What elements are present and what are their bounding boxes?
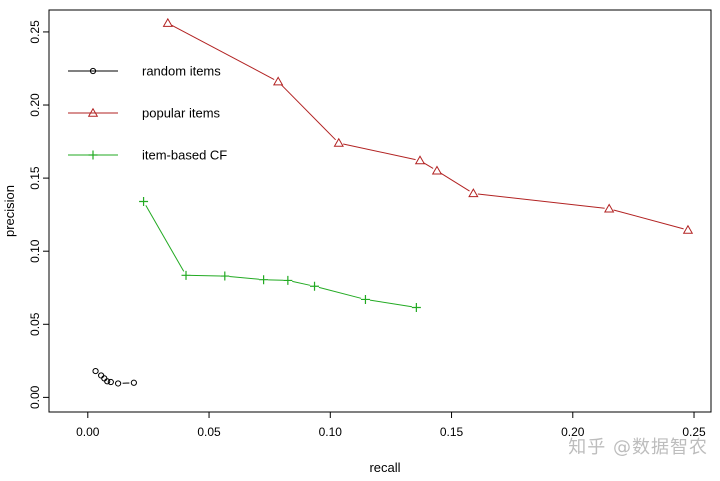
watermark: 知乎 @数据智农 [568,437,708,458]
series-line-segment [423,162,434,169]
legend-label: item-based CF [142,148,227,163]
data-point [360,294,370,304]
series-line-segment [369,299,413,308]
series-line-segment [145,205,185,272]
series-line-segment [292,280,311,286]
y-tick-label: 0.10 [28,239,42,263]
data-point [310,281,320,291]
x-axis: 0.00 0.05 0.10 0.15 0.20 0.25 [76,412,706,439]
series-line-segment [229,275,260,280]
series-line-segment [171,24,275,80]
legend-entry: item-based CF [68,148,227,163]
data-point [272,76,284,86]
series-line-segment [477,193,605,209]
data-point [104,378,111,385]
data-point [468,188,479,198]
series-line-segment [318,286,362,299]
data-point [98,372,105,379]
data-point [88,150,98,160]
data-point [107,378,114,386]
x-tick-label: 0.15 [440,425,464,439]
series-random-items [92,367,137,387]
data-point [283,275,293,285]
y-axis: 0.00 0.05 0.10 0.15 0.20 0.25 [28,20,49,409]
data-point [682,224,694,234]
data-point [87,107,99,117]
data-point [115,380,122,387]
legend-entry: popular items [68,106,221,121]
data-point [411,302,421,312]
data-point [259,275,269,285]
data-point [414,155,426,165]
legend-label: random items [142,64,221,79]
data-point [139,196,149,206]
data-point [101,375,108,382]
y-axis-title: precision [2,185,17,237]
series-item-based-cf [139,196,421,312]
y-tick-label: 0.25 [28,20,42,44]
series-layer [92,17,694,387]
x-tick-label: 0.00 [76,425,100,439]
x-axis-title: recall [369,460,400,475]
y-tick-label: 0.20 [28,93,42,117]
x-tick-label: 0.25 [682,425,706,439]
data-point [431,165,443,175]
data-point [89,67,97,75]
legend: random items popular items item-based CF [68,64,227,163]
x-tick-label: 0.10 [319,425,343,439]
data-point [603,203,615,213]
y-tick-label: 0.05 [28,312,42,336]
x-tick-label: 0.05 [197,425,221,439]
series-line-segment [343,143,416,161]
data-point [130,379,137,386]
data-point [92,367,99,375]
y-tick-label: 0.15 [28,166,42,190]
data-point [333,137,344,147]
data-point [220,271,230,281]
series-line-segment [190,274,221,277]
y-tick-label: 0.00 [28,385,42,409]
legend-label: popular items [142,106,221,121]
series-popular-items [162,17,694,234]
data-point [162,17,173,27]
plot-frame [48,9,712,413]
series-line-segment [440,172,470,192]
x-tick-label: 0.20 [561,425,585,439]
series-line-segment [280,84,336,141]
series-line-segment [613,209,684,230]
legend-entry: random items [68,64,221,79]
data-point [181,270,191,280]
